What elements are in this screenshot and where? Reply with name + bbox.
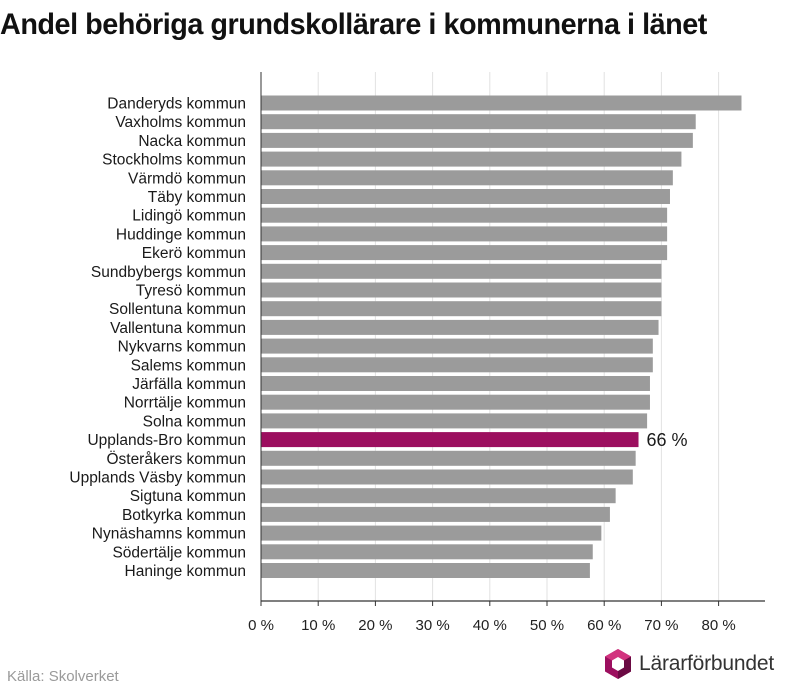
bar-highlight bbox=[261, 432, 639, 448]
bar bbox=[261, 263, 662, 279]
bar bbox=[261, 132, 693, 148]
hexagon-logo-icon bbox=[605, 649, 631, 679]
category-label: Botkyrka kommun bbox=[122, 507, 246, 524]
bar bbox=[261, 189, 670, 204]
category-label: Tyresö kommun bbox=[136, 283, 246, 300]
bar bbox=[261, 357, 653, 373]
bars bbox=[261, 95, 742, 578]
source-note: Källa: Skolverket bbox=[7, 668, 119, 685]
category-label: Vallentuna kommun bbox=[110, 320, 246, 337]
bar bbox=[261, 450, 636, 466]
category-label: Nynäshamns kommun bbox=[92, 526, 246, 543]
category-label: Upplands-Bro kommun bbox=[87, 432, 246, 449]
bar bbox=[261, 506, 610, 522]
bar bbox=[261, 226, 668, 242]
logo-text: Lärarförbundet bbox=[639, 652, 774, 675]
category-label: Södertälje kommun bbox=[112, 544, 246, 561]
bar bbox=[261, 282, 662, 298]
category-label: Nacka kommun bbox=[138, 133, 246, 150]
category-label: Sundbybergs kommun bbox=[91, 264, 246, 281]
bar bbox=[261, 394, 650, 410]
brand-logo: Lärarförbundet bbox=[603, 648, 774, 680]
bar bbox=[261, 95, 742, 111]
category-label: Vaxholms kommun bbox=[115, 114, 246, 131]
bar bbox=[261, 207, 668, 223]
bar bbox=[261, 245, 668, 261]
category-label: Norrtälje kommun bbox=[124, 395, 246, 412]
bar bbox=[261, 525, 602, 541]
x-tick-label: 30 % bbox=[415, 617, 449, 634]
bar bbox=[261, 488, 616, 504]
category-label: Nykvarns kommun bbox=[118, 339, 246, 356]
bar bbox=[261, 170, 673, 186]
category-label: Salems kommun bbox=[131, 357, 246, 374]
x-axis: 0 % 10 % 20 % 30 % 40 % 50 % 60 % 70 % 80 % bbox=[248, 72, 765, 634]
bar bbox=[261, 413, 648, 429]
category-label: Österåkers kommun bbox=[106, 450, 246, 468]
bar bbox=[261, 544, 593, 560]
category-label: Danderyds kommun bbox=[107, 96, 246, 113]
category-label: Stockholms kommun bbox=[102, 152, 246, 169]
category-label: Täby kommun bbox=[148, 189, 246, 206]
x-tick-label: 40 % bbox=[473, 617, 507, 634]
x-tick-label: 0 % bbox=[248, 617, 274, 634]
bar bbox=[261, 376, 650, 391]
bar bbox=[261, 319, 659, 335]
category-label: Sollentuna kommun bbox=[109, 301, 246, 318]
bar bbox=[261, 301, 662, 317]
category-label: Upplands Väsby kommun bbox=[69, 470, 246, 487]
annotations: 66 % bbox=[647, 430, 688, 450]
category-label: Sigtuna kommun bbox=[130, 488, 246, 505]
bar bbox=[261, 114, 696, 130]
category-label: Solna kommun bbox=[143, 413, 246, 430]
bar bbox=[261, 563, 590, 578]
category-label: Järfälla kommun bbox=[132, 376, 246, 393]
x-tick-label: 50 % bbox=[530, 617, 564, 634]
category-label: Huddinge kommun bbox=[116, 226, 246, 243]
bar bbox=[261, 338, 653, 354]
x-tick-label: 80 % bbox=[701, 617, 735, 634]
bar bbox=[261, 151, 682, 167]
x-tick-label: 20 % bbox=[358, 617, 392, 634]
x-tick-label: 70 % bbox=[644, 617, 678, 634]
category-label: Haninge kommun bbox=[125, 563, 246, 580]
chart-title: Andel behöriga grundskollärare i kommune… bbox=[0, 8, 707, 41]
category-label: Ekerö kommun bbox=[142, 245, 246, 262]
category-label: Lidingö kommun bbox=[132, 208, 246, 225]
highlight-value-label: 66 % bbox=[647, 430, 688, 450]
x-tick-label: 60 % bbox=[587, 617, 621, 634]
x-tick-label: 10 % bbox=[301, 617, 335, 634]
bar bbox=[261, 469, 633, 485]
category-label: Värmdö kommun bbox=[128, 170, 246, 187]
